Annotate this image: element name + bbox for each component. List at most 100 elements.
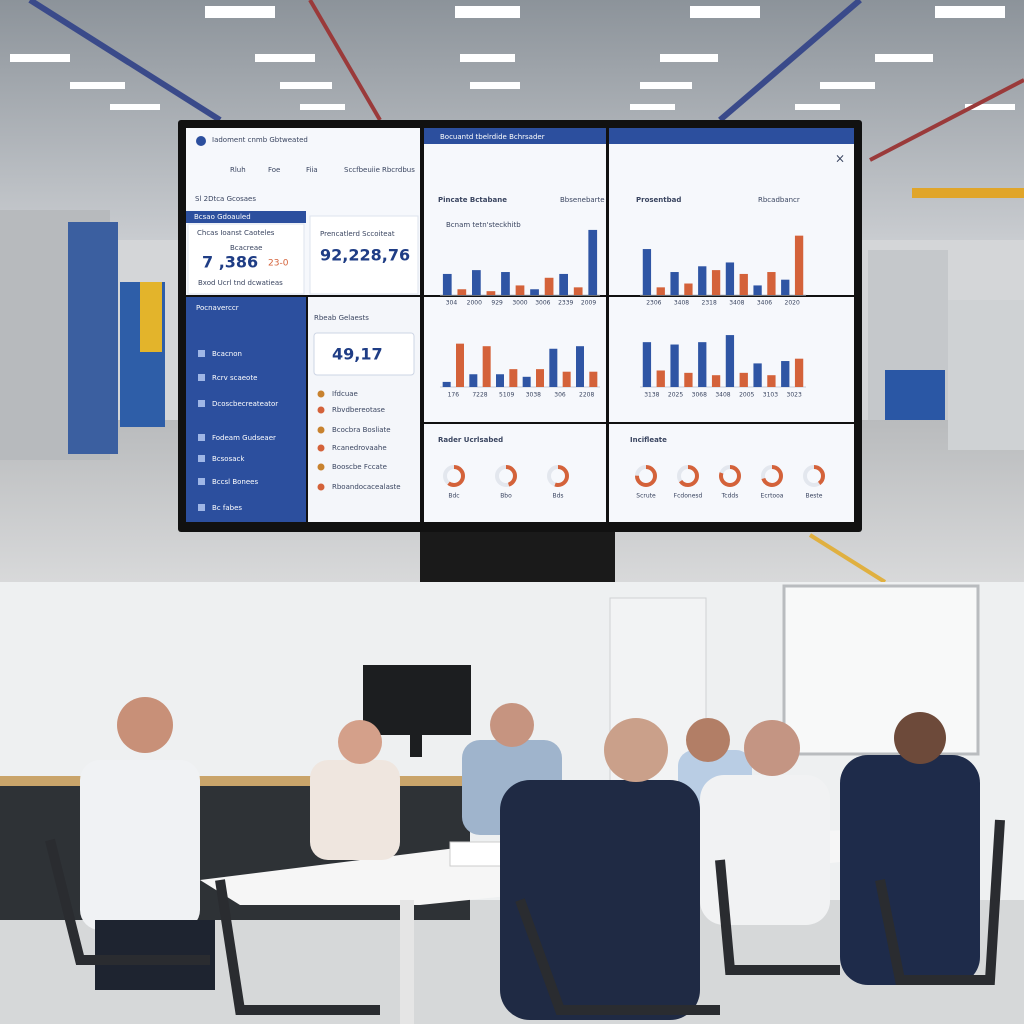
x-tick-label: 2306 [646,300,661,307]
list-item: Rcanedrovaahe [332,444,387,452]
bar [482,346,491,387]
close-icon[interactable]: × [835,152,845,166]
bar [767,272,776,295]
bar [515,285,525,295]
nav-item: Bcsosack [212,455,245,463]
section-title: Sl 2Dtca Gcosaes [195,195,256,203]
bar [739,273,748,295]
panel-title: Incifleate [630,436,667,444]
kpi-value: 7 ,386 [202,253,258,272]
x-tick-label: 3408 [715,392,730,399]
bar [559,273,568,295]
nav-icon [198,504,205,511]
toolbar-item: Rbcrdbus [382,166,415,174]
gauge-label: Bbo [500,493,512,500]
toolbar-item: Fiia [306,166,318,174]
chart-subtitle: Bcnam tetn'steckhitb [446,221,521,229]
gauge-label: Ecrtooa [761,493,784,500]
gauge-arc [495,465,517,487]
x-tick-label: 7228 [472,392,487,399]
list-icon [317,483,325,491]
bar [767,375,776,387]
panel-title: Pincate Bctabane [438,196,507,204]
gauge-arc [547,465,569,487]
x-tick-label: 2025 [668,392,683,399]
nav-icon [198,400,205,407]
bar [469,374,478,387]
kpi-value: 49,17 [332,345,383,364]
bar [781,361,790,387]
kpi-sublabel: Bcacreae [230,244,262,252]
bar [794,358,804,387]
bar [739,372,748,387]
x-tick-label: 3023 [787,392,802,399]
bar [530,289,539,295]
bar [642,342,652,387]
bar [522,376,531,387]
x-tick-label: 929 [491,300,503,307]
x-tick-label: 2009 [581,300,596,307]
nav-item: Fodeam Gudseaer [212,434,276,442]
bar [698,266,707,295]
gauge-arc [677,465,699,487]
bar [725,262,735,295]
bar [684,372,693,387]
x-tick-label: 176 [448,392,460,399]
gauge-label: Bdc [448,493,459,500]
kpi-label: Prencatlerd Sccoiteat [320,230,395,238]
list-item: Bcocbra Bosliate [332,426,391,434]
x-tick-label: 2318 [702,300,717,307]
x-tick-label: 2000 [467,300,482,307]
panel-tag: Rbcadbancr [758,196,800,204]
list-icon [317,426,325,434]
x-tick-label: 3068 [692,392,707,399]
bar [576,346,584,387]
bar [711,270,721,295]
x-tick-label: 3138 [644,392,659,399]
dashboard-panels: × [186,128,854,522]
gauge-arc [443,465,465,487]
x-tick-label: 3006 [535,300,550,307]
x-tick-label: 3103 [763,392,778,399]
bar [536,369,544,387]
bar [753,363,762,387]
bar [442,381,451,387]
list-item: Rboandocacealaste [332,483,401,491]
panel-title: Prosentbad [636,196,681,204]
list-icon [317,390,325,398]
nav-icon [198,350,205,357]
bar [573,287,583,295]
nav-item: Bc fabes [212,504,242,512]
bar [549,348,558,387]
x-tick-label: 2339 [558,300,573,307]
kpi-note: Bxod Ucrl tnd dcwatieas [198,279,283,287]
list-icon [317,444,325,452]
nav-icon [198,374,205,381]
bar [656,370,665,387]
nav-icon [198,478,205,485]
x-tick-label: 3408 [674,300,689,307]
bar [794,235,804,295]
bar [501,272,510,295]
toolbar-item: Sccfbeuiie [344,166,380,174]
bar [753,285,762,295]
gauge-arc [719,465,741,487]
bar [544,277,554,295]
list-icon [317,463,325,471]
x-tick-label: 3000 [512,300,527,307]
bar [684,283,693,295]
list-icon [317,406,325,414]
tab-label: Bcsao Gdoauled [194,213,251,221]
nav-icon [198,455,205,462]
bar [589,371,598,387]
bar [670,344,679,387]
panel-tag: Bbsenebarte [560,196,605,204]
bar [698,342,707,387]
x-tick-label: 3406 [757,300,772,307]
toolbar-item: Foe [268,166,280,174]
gauge-label: Beste [806,493,823,500]
x-tick-label: 3408 [729,300,744,307]
kpi-label: Rbeab Gelaests [314,314,369,322]
bar [562,371,571,387]
